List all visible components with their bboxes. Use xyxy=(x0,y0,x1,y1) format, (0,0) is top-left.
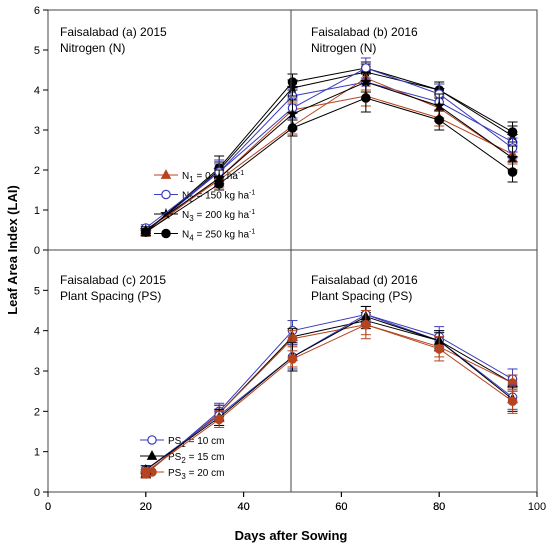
y-tick-label: 1 xyxy=(34,205,40,217)
data-point xyxy=(287,77,298,87)
data-point xyxy=(361,63,371,73)
y-tick-label: 0 xyxy=(34,245,40,257)
x-tick-label: 80 xyxy=(433,501,445,513)
data-point xyxy=(287,123,298,133)
data-point xyxy=(141,467,151,477)
legend: N1 = 0 kg ha-1N2 = 150 kg ha-1N3 = 200 k… xyxy=(154,169,255,243)
y-tick-label: 2 xyxy=(34,406,40,418)
panel-d: 0 20 40 60 80 100 Faisalabad (d) 2016 Plant Spa… xyxy=(45,249,546,513)
data-point xyxy=(287,354,298,364)
series-line xyxy=(145,67,513,229)
data-point xyxy=(507,167,518,177)
y-tick-label: 2 xyxy=(34,165,40,177)
y-tick-label: 5 xyxy=(34,45,40,57)
series-2 xyxy=(140,57,518,233)
series-1 xyxy=(140,65,518,234)
data-point xyxy=(506,151,519,163)
series-line xyxy=(145,77,513,231)
data-point xyxy=(286,107,299,119)
panel-title: Faisalabad (d) 2016 xyxy=(311,273,418,287)
panel-title: Faisalabad (c) 2015 xyxy=(60,273,166,287)
legend-label: N4 = 250 kg ha-1 xyxy=(182,229,255,243)
series-4 xyxy=(140,83,518,237)
panel-b: Faisalabad (b) 2016 Nitrogen (N) xyxy=(139,9,538,251)
x-tick-label: 80 xyxy=(433,501,445,513)
panel-a: 0 1 2 3 4 5 6 Faisalabad (a) 2015 Nitrogen (N) N1… xyxy=(34,5,519,257)
data-point xyxy=(287,333,298,344)
legend-label: PS2 = 15 cm xyxy=(168,452,224,465)
series-line xyxy=(145,81,513,233)
panel-subtitle: Nitrogen (N) xyxy=(311,41,376,55)
panel-subtitle: Nitrogen (N) xyxy=(60,41,125,55)
x-tick-label: 20 xyxy=(140,501,152,513)
data-point xyxy=(141,227,151,237)
x-axis-title: Days after Sowing xyxy=(235,528,348,543)
series-line xyxy=(145,81,513,231)
x-tick-label: 100 xyxy=(528,501,546,513)
legend-label: PS3 = 20 cm xyxy=(168,468,224,481)
y-axis-title: Leaf Area Index (LAI) xyxy=(5,185,20,315)
legend-marker xyxy=(161,189,171,200)
y-tick-label: 4 xyxy=(34,85,40,97)
legend-marker xyxy=(146,450,158,460)
data-point xyxy=(361,319,371,330)
series-line xyxy=(145,324,513,475)
series-line xyxy=(145,314,513,475)
panels: 0 1 2 3 4 5 6 Faisalabad (a) 2015 Nitrogen (N) N1… xyxy=(34,5,546,513)
legend-marker xyxy=(147,435,157,445)
x-tick-label: 40 xyxy=(237,501,249,513)
panel-title: Faisalabad (b) 2016 xyxy=(311,25,418,39)
data-point xyxy=(433,99,446,111)
data-point xyxy=(214,414,224,425)
panel-c: 0 1 2 3 4 5 0 20 40 60 80 Faisalabad (c) 2015 Plant … xyxy=(34,249,518,513)
series-line xyxy=(145,67,513,233)
legend-marker xyxy=(160,169,172,179)
panel-subtitle: Plant Spacing (PS) xyxy=(60,289,161,303)
x-tick-label: 0 xyxy=(45,501,51,513)
y-tick-label: 0 xyxy=(34,487,40,499)
data-point xyxy=(434,344,444,354)
data-point xyxy=(361,93,371,103)
y-tick-label: 5 xyxy=(34,285,40,297)
series-line xyxy=(145,97,513,233)
panel-subtitle: Plant Spacing (PS) xyxy=(311,289,412,303)
y-tick-label: 4 xyxy=(34,326,40,338)
legend-label: N3 = 200 kg ha-1 xyxy=(182,209,255,223)
x-tick-label: 40 xyxy=(237,501,249,513)
data-point xyxy=(214,179,224,189)
x-tick-label: 60 xyxy=(335,501,347,513)
x-tick-label: 60 xyxy=(335,501,347,513)
series-3 xyxy=(140,310,518,477)
x-tick-label: 0 xyxy=(45,501,51,513)
data-point xyxy=(507,127,518,137)
panel-title: Faisalabad (a) 2015 xyxy=(60,25,167,39)
legend-marker xyxy=(161,228,171,239)
y-tick-label: 3 xyxy=(34,125,40,137)
series-line xyxy=(145,316,513,471)
y-tick-label: 3 xyxy=(34,366,40,378)
series-line xyxy=(145,324,513,473)
y-tick-label: 6 xyxy=(34,5,40,17)
series-line xyxy=(145,71,513,233)
data-point xyxy=(507,396,518,407)
x-tick-label: 20 xyxy=(140,501,152,513)
data-point xyxy=(434,115,444,125)
series-line xyxy=(145,320,513,475)
y-tick-label: 1 xyxy=(34,447,40,459)
